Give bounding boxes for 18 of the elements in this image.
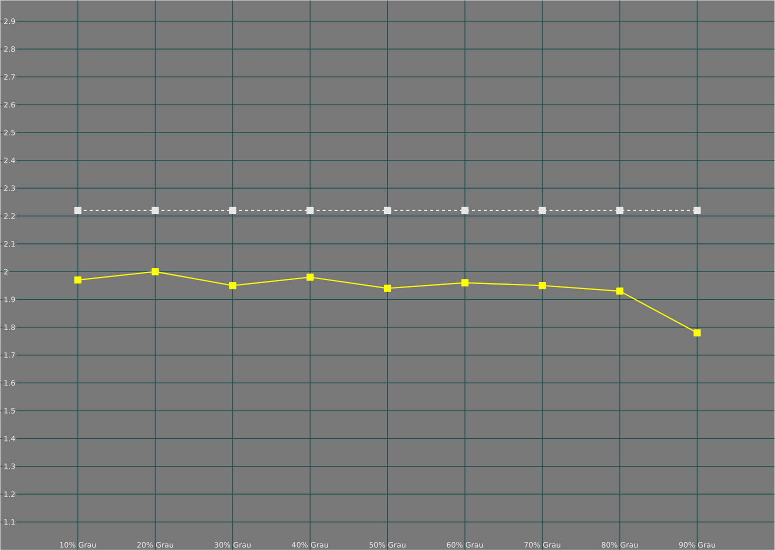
point	[74, 206, 82, 214]
point	[694, 206, 701, 214]
point	[616, 206, 624, 214]
point	[229, 206, 236, 214]
point	[306, 273, 314, 281]
point	[229, 282, 236, 290]
point	[694, 329, 701, 336]
point	[461, 206, 469, 214]
point	[461, 279, 469, 286]
point	[616, 287, 624, 295]
point	[538, 282, 546, 290]
point	[74, 276, 82, 284]
point	[384, 206, 392, 214]
point	[152, 268, 159, 276]
point	[152, 206, 159, 214]
point	[384, 284, 392, 292]
point	[306, 206, 314, 214]
point	[538, 206, 546, 214]
